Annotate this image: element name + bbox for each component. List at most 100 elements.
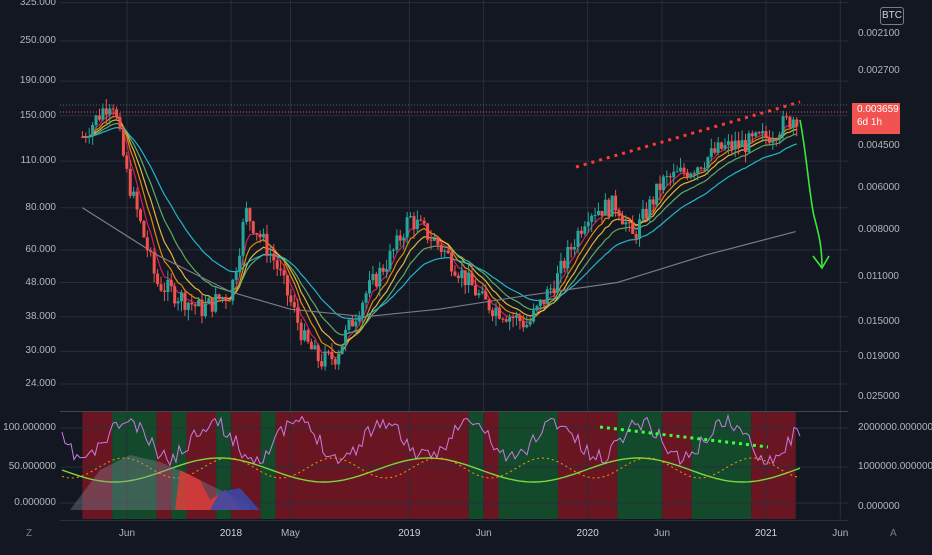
candle-body: [279, 268, 283, 271]
candle-body: [788, 116, 792, 128]
candle-body: [709, 148, 713, 158]
candle-body: [685, 172, 689, 178]
candle-body: [518, 315, 522, 322]
candle-body: [456, 275, 460, 279]
down-arrow-head: [812, 255, 830, 270]
candle-body: [94, 115, 98, 126]
candle-body: [436, 238, 440, 245]
candle-body: [634, 233, 638, 239]
candle-body: [197, 299, 201, 307]
auto-scale-toggle[interactable]: A: [890, 528, 897, 539]
right-axis-tick: 0.004500: [858, 139, 900, 151]
candle-body: [491, 310, 495, 316]
candle-body: [330, 351, 334, 360]
symbol-badge[interactable]: BTC: [880, 7, 904, 25]
candle-body: [514, 315, 518, 318]
candle-body: [145, 237, 149, 251]
candle-body: [562, 260, 566, 269]
moving-averages: [82, 112, 797, 359]
candle-body: [248, 208, 252, 222]
left-axis-tick: 60.000: [25, 243, 56, 255]
candle-body: [460, 270, 464, 279]
candle-body: [576, 230, 580, 248]
candle-body: [350, 319, 354, 327]
candle-body: [241, 221, 245, 256]
candle-body: [726, 141, 730, 145]
candle-body: [689, 173, 693, 178]
candle-body: [268, 253, 272, 256]
candle-body: [118, 117, 122, 129]
candle-body: [371, 273, 375, 281]
candle-body: [521, 321, 525, 328]
candle-body: [97, 115, 101, 120]
candle-body: [761, 131, 765, 134]
candle-body: [737, 140, 741, 148]
candle-body: [207, 298, 211, 304]
grid: [60, 0, 848, 519]
candle-body: [159, 284, 163, 291]
zoom-toggle[interactable]: Z: [26, 528, 33, 539]
candle-body: [716, 142, 720, 153]
candle-body: [313, 345, 317, 350]
pane-divider[interactable]: [60, 411, 848, 412]
candle-body: [682, 167, 686, 173]
indicator-orange-dots: [61, 457, 801, 479]
candle-body: [740, 140, 744, 148]
left-axis-tick: 110.000: [20, 155, 56, 167]
candle-body: [402, 237, 406, 241]
candle-body: [374, 273, 378, 287]
bar-countdown: 6d 1h: [857, 117, 883, 128]
candle-body: [771, 139, 775, 143]
candle-body: [289, 295, 293, 303]
candle-body: [422, 220, 426, 224]
candle-body: [610, 195, 614, 217]
candle-body: [285, 275, 289, 296]
candle-body: [791, 119, 795, 128]
candle-body: [484, 291, 488, 300]
candle-body: [272, 253, 276, 261]
candle-body: [754, 132, 758, 137]
candle-body: [432, 238, 436, 241]
indicator-zone: [260, 412, 276, 519]
candle-body: [532, 310, 536, 322]
candle-body: [747, 133, 751, 153]
candle-body: [142, 220, 146, 238]
left-axis-tick: 30.000: [25, 345, 56, 357]
candle-body: [115, 109, 119, 118]
trend-line-green-dots: [599, 425, 769, 449]
candle-body: [316, 345, 320, 362]
candle-body: [173, 286, 177, 304]
candle-body: [258, 234, 262, 238]
candle-body: [183, 292, 187, 310]
candle-body: [733, 140, 737, 150]
candle-body: [255, 233, 259, 235]
indicator-right-tick: 1000000.000000: [858, 461, 932, 472]
candle-body: [262, 233, 266, 238]
candle-body: [337, 353, 341, 365]
candle-body: [699, 167, 703, 169]
candle-body: [282, 270, 286, 276]
candle-body: [320, 361, 324, 367]
candle-body: [275, 260, 279, 269]
left-price-axis[interactable]: [0, 0, 60, 550]
candle-body: [487, 299, 491, 311]
candle-body: [566, 247, 570, 269]
candle-body: [265, 233, 269, 256]
candle-body: [378, 267, 382, 287]
indicator-zone: [275, 412, 469, 519]
candle-body: [381, 267, 385, 272]
time-axis-tick: May: [280, 528, 300, 539]
candle-body: [511, 317, 515, 319]
candle-body: [545, 289, 549, 304]
candle-body: [638, 219, 642, 239]
candle-body: [303, 330, 307, 341]
last-price-value: 0.003659: [857, 104, 899, 115]
candle-body: [412, 216, 416, 230]
candle-body: [190, 302, 194, 305]
time-axis-tick: Jun: [118, 528, 136, 539]
right-price-axis[interactable]: [848, 0, 932, 550]
candle-body: [757, 132, 761, 134]
candle-body: [443, 250, 447, 252]
